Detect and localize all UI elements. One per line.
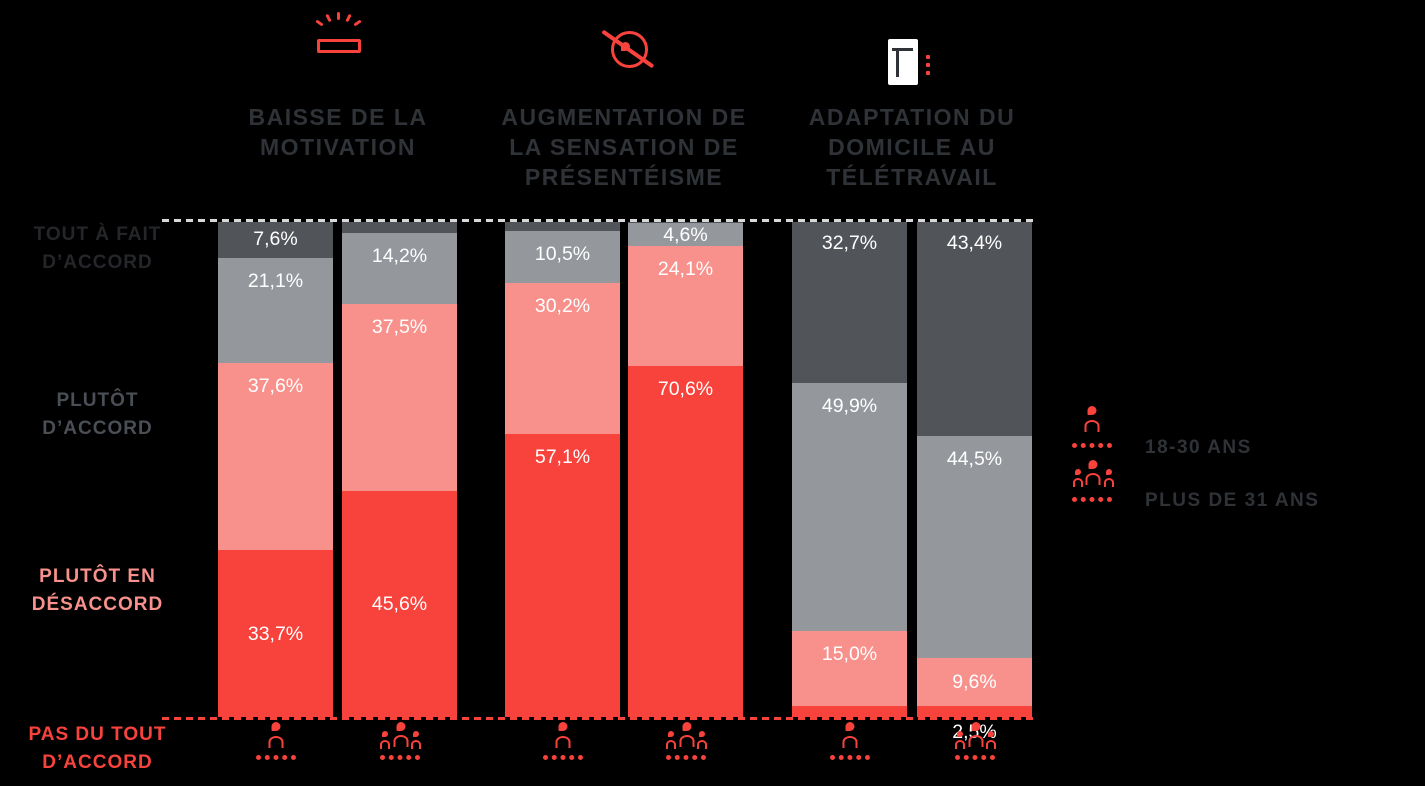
value-label: 21,1%: [247, 269, 304, 292]
value-label: 43,4%: [946, 232, 1003, 254]
segment-motivation-18-30-ans: 7,6%: [218, 220, 333, 258]
eye-off-icon: [596, 18, 660, 88]
bar-domicile-18-30-ans: 32,7% 49,9% 15,0%: [792, 220, 907, 718]
column-title-motivation: BAISSE DE LA MOTIVATION: [248, 104, 428, 160]
value-label: 49,9%: [821, 394, 878, 417]
segment-motivation-plus-de-31-ans: 45,6%: [342, 490, 457, 718]
segment-domicile-18-30-ans: [792, 706, 907, 718]
segment-domicile-18-30-ans: 32,7%: [792, 220, 907, 383]
y-axis-label-plutot-en-desaccord: PLUTÔT EN DÉSACCORD: [31, 566, 164, 615]
segment-motivation-plus-de-31-ans: 14,2%: [342, 233, 457, 305]
dotted-divider: [1072, 497, 1112, 502]
value-label: 45,6%: [371, 593, 428, 616]
value-label: 14,2%: [371, 245, 428, 268]
desk-icon: [880, 36, 944, 106]
segment-domicile-plus-de-31-ans: 43,4%: [917, 220, 1032, 437]
segment-domicile-plus-de-31-ans: 9,6%: [917, 657, 1032, 706]
segment-presenteisme-plus-de-31-ans: 24,1%: [628, 246, 743, 367]
segment-presenteisme-18-30-ans: 30,2%: [505, 283, 620, 434]
column-title-presenteisme: AUGMENTATION DE LA SENSATION DE PRÉSENTÉIS…: [501, 104, 747, 190]
legend-label-18-30-ans: 18-30 ANS: [1145, 437, 1252, 458]
segment-presenteisme-plus-de-31-ans: 70,6%: [628, 366, 743, 718]
bar-domicile-plus-de-31-ans: 43,4% 44,5% 9,6% 2,5%: [917, 220, 1032, 743]
bar-motivation-plus-de-31-ans: 14,2% 37,5% 45,6%: [342, 220, 457, 718]
segment-motivation-plus-de-31-ans: 37,5%: [342, 304, 457, 491]
value-label: 15,0%: [821, 643, 878, 666]
bottom-gridline-0pct: [162, 717, 1038, 720]
legend-label-plus-de-31-ans: PLUS DE 31 ANS: [1145, 490, 1320, 511]
value-label: 37,6%: [247, 374, 304, 397]
segment-presenteisme-18-30-ans: 10,5%: [505, 230, 620, 284]
dotted-divider: [379, 755, 420, 760]
column-title-domicile: ADAPTATION DU DOMICILE AU TÉLÉTRAVAIL: [808, 104, 1016, 190]
value-label: 32,7%: [821, 232, 878, 254]
value-label: 44,5%: [946, 448, 1003, 471]
segment-motivation-18-30-ans: 33,7%: [218, 550, 333, 718]
value-label: 4,6%: [663, 223, 708, 246]
segment-domicile-18-30-ans: 15,0%: [792, 631, 907, 707]
value-label: 30,2%: [534, 295, 591, 318]
dotted-divider: [829, 755, 870, 760]
person-single-icon: [268, 722, 284, 753]
value-label: 33,7%: [247, 623, 304, 646]
person-group-icon: [955, 722, 997, 749]
value-label: 7,6%: [253, 227, 298, 250]
person-group-icon: [380, 722, 422, 749]
dotted-divider: [1072, 443, 1112, 448]
dotted-divider: [665, 755, 706, 760]
person-single-icon: [842, 722, 858, 753]
person-group-icon: [666, 722, 708, 749]
bar-presenteisme-18-30-ans: 10,5% 30,2% 57,1%: [505, 220, 620, 718]
person-group-icon: [1072, 460, 1114, 487]
segment-motivation-plus-de-31-ans: [342, 220, 457, 234]
segment-presenteisme-18-30-ans: [505, 220, 620, 231]
segment-presenteisme-plus-de-31-ans: 4,6%: [628, 223, 743, 247]
person-single-icon: [1084, 406, 1100, 437]
segment-motivation-18-30-ans: 37,6%: [218, 362, 333, 551]
value-label: 10,5%: [534, 242, 591, 265]
value-label: 70,6%: [657, 378, 714, 401]
bar-motivation-18-30-ans: 7,6% 21,1% 37,6% 33,7%: [218, 220, 333, 718]
segment-motivation-18-30-ans: 21,1%: [218, 257, 333, 363]
segment-domicile-18-30-ans: 49,9%: [792, 382, 907, 632]
bar-presenteisme-plus-de-31-ans: 4,6% 24,1% 70,6%: [628, 220, 743, 718]
value-label: 57,1%: [534, 445, 591, 468]
top-gridline-100pct: [162, 219, 1038, 222]
dotted-divider: [954, 755, 995, 760]
dotted-divider: [542, 755, 583, 760]
value-label: 2,5%: [952, 721, 997, 743]
value-label: 24,1%: [657, 258, 714, 281]
y-axis-label-pas-du-tout-daccord: PAS DU TOUT D’ACCORD: [28, 724, 167, 773]
segment-presenteisme-18-30-ans: 57,1%: [505, 433, 620, 718]
y-axis-label-plutot-daccord: PLUTÔT D’ACCORD: [42, 390, 153, 439]
segment-domicile-plus-de-31-ans: [917, 705, 1032, 718]
battery-low-icon: [306, 6, 370, 76]
y-axis-label-tout-a-fait-daccord: TOUT À FAIT D’ACCORD: [33, 224, 162, 273]
dotted-divider: [255, 755, 296, 760]
value-label: 37,5%: [371, 316, 428, 339]
person-single-icon: [555, 722, 571, 753]
value-label: 9,6%: [952, 670, 997, 693]
segment-domicile-plus-de-31-ans: 44,5%: [917, 436, 1032, 658]
